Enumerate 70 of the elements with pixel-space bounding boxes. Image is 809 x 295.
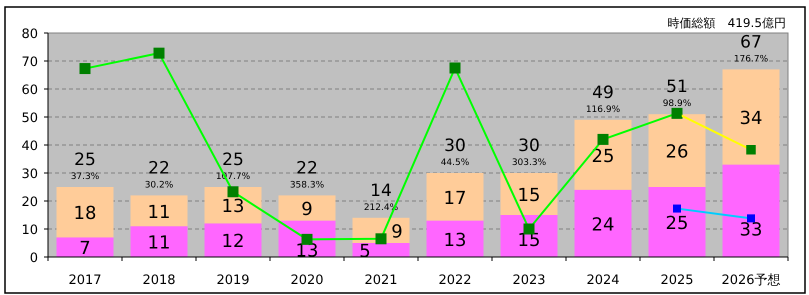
y-tick-label: 30 — [21, 167, 38, 182]
data-label: 25 — [666, 213, 688, 234]
data-label: 25 — [592, 146, 614, 167]
total-label: 49 — [592, 82, 614, 103]
data-label: 9 — [301, 199, 313, 220]
x-tick-label: 2017 — [68, 273, 102, 288]
total-label: 22 — [296, 158, 318, 178]
x-tick-label: 2019 — [216, 273, 250, 288]
total-label: 22 — [148, 158, 170, 178]
bar — [500, 215, 558, 257]
y-tick-label: 40 — [21, 139, 38, 154]
bar — [722, 164, 780, 257]
data-label: 17 — [444, 188, 466, 209]
data-label: 12 — [222, 231, 244, 252]
annotation: 358.3% — [290, 180, 325, 190]
total-label: 25 — [222, 150, 244, 170]
data-label: 18 — [74, 203, 96, 224]
annotation: 30.2% — [144, 180, 174, 190]
x-tick-label: 2022 — [438, 273, 472, 288]
x-tick-label: 2023 — [512, 273, 546, 288]
annotation: 98.9% — [662, 99, 692, 110]
y-tick-label: 20 — [21, 195, 38, 210]
chart-title: 時価総額 419.5億円 — [668, 16, 786, 30]
y-tick-label: 60 — [21, 83, 38, 98]
total-label: 30 — [444, 136, 466, 156]
total-label: 67 — [740, 32, 762, 52]
bar — [426, 220, 484, 257]
x-tick-label: 2026予想 — [721, 273, 781, 288]
data-label: 7 — [79, 238, 91, 260]
bar — [574, 190, 632, 257]
bar — [130, 195, 188, 226]
y-tick-label: 50 — [21, 111, 38, 126]
data-label: 11 — [148, 232, 170, 254]
total-label: 14 — [370, 180, 392, 201]
annotation: 176.7% — [734, 54, 769, 64]
data-label: 26 — [666, 142, 688, 163]
data-label: 34 — [740, 108, 762, 129]
annotation: 303.3% — [512, 158, 547, 168]
annotation: 37.3% — [70, 172, 100, 182]
bar — [56, 187, 114, 238]
bar — [648, 114, 706, 187]
data-label: 33 — [740, 219, 762, 240]
x-tick-label: 2025 — [660, 273, 694, 288]
x-tick-label: 2020 — [290, 273, 324, 288]
total-label: 51 — [666, 77, 688, 98]
y-tick-label: 10 — [21, 223, 38, 238]
y-tick-label: 70 — [21, 55, 38, 70]
bar — [722, 69, 780, 165]
bar — [130, 226, 188, 257]
data-label: 15 — [518, 185, 540, 206]
data-label: 9 — [391, 221, 403, 242]
total-label: 25 — [74, 150, 96, 170]
x-tick-label: 2021 — [364, 273, 398, 288]
annotation: 116.9% — [586, 104, 621, 115]
data-label: 24 — [592, 214, 614, 236]
bar — [426, 173, 484, 221]
bar — [278, 195, 336, 221]
x-tick-label: 2018 — [142, 273, 176, 288]
x-tick-label: 2024 — [586, 273, 620, 288]
y-tick-label: 0 — [30, 251, 38, 266]
bar — [56, 237, 114, 257]
data-label: 11 — [148, 202, 170, 223]
y-tick-label: 80 — [21, 27, 38, 42]
annotation: 44.5% — [440, 158, 470, 168]
bar — [204, 223, 262, 257]
data-label: 13 — [444, 230, 466, 251]
bar — [648, 187, 706, 257]
data-label: 13 — [222, 196, 244, 218]
total-label: 30 — [518, 136, 540, 156]
bar — [574, 120, 632, 190]
